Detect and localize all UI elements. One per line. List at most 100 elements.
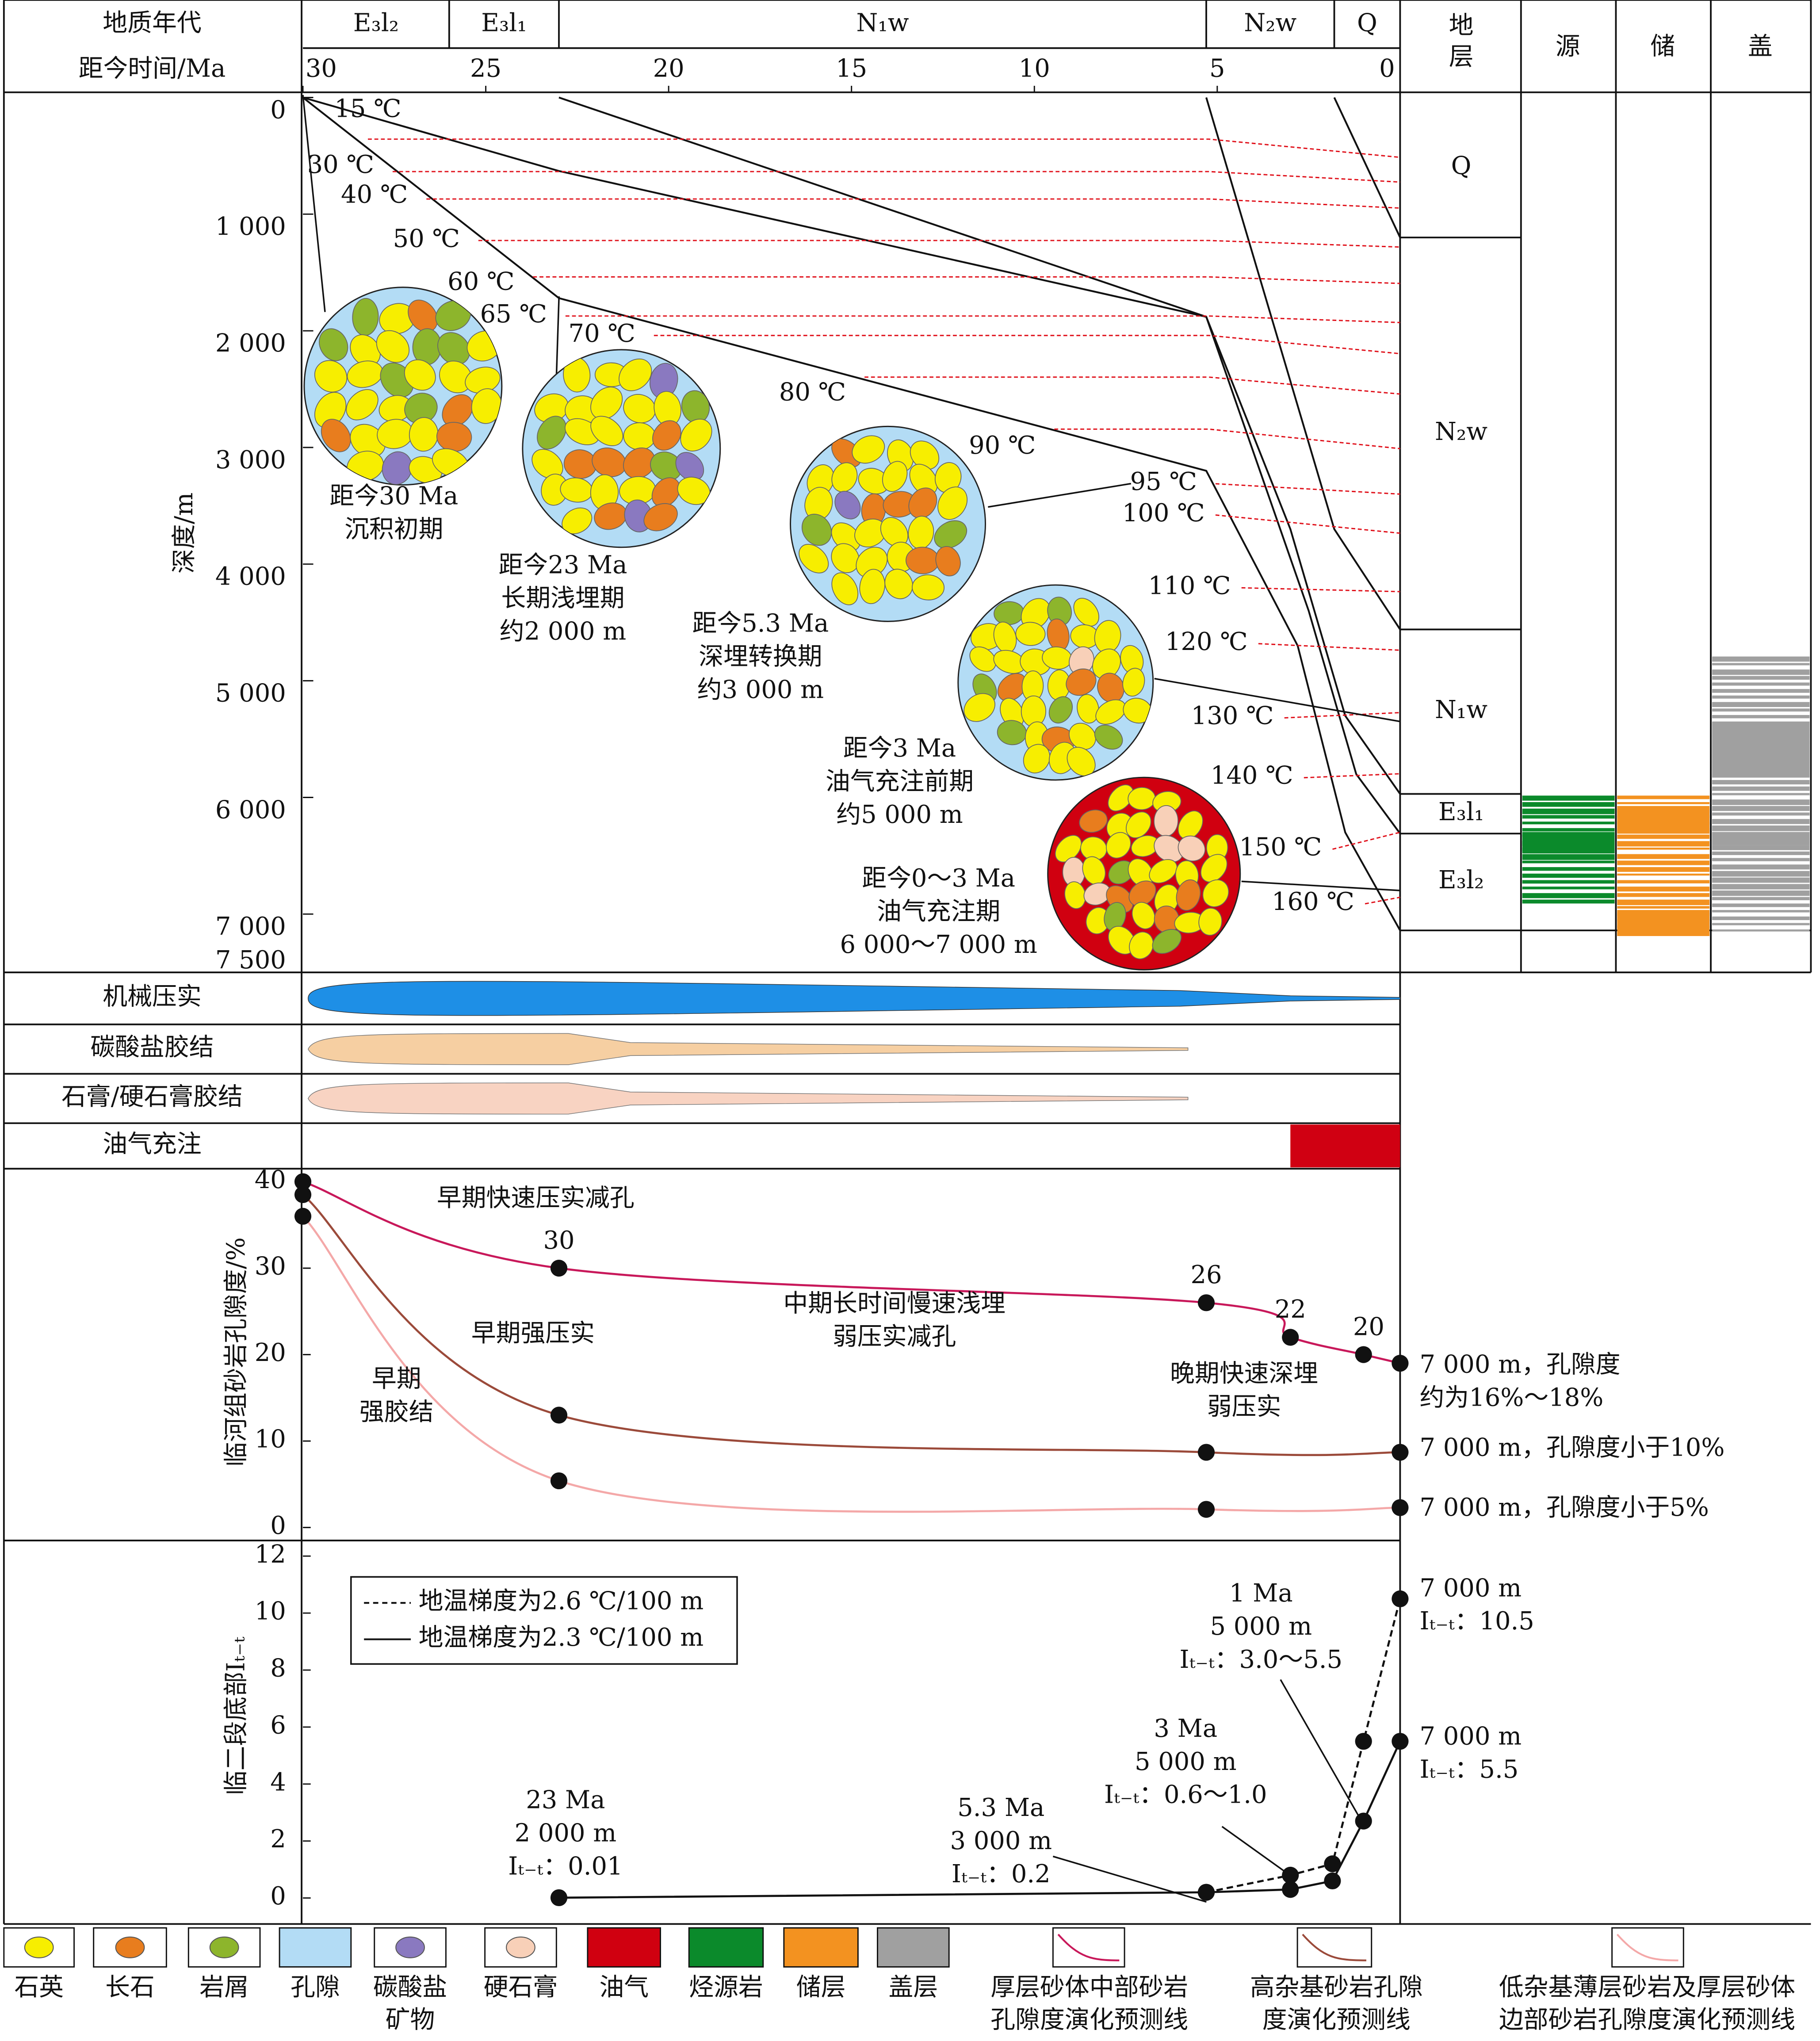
y-tick-label: 20 <box>255 1338 286 1367</box>
header-label: 距今时间/Ma <box>79 54 226 83</box>
series-line <box>1206 1598 1401 1894</box>
legend-swatch <box>506 1936 535 1958</box>
burial-line <box>302 96 1401 834</box>
y-tick-label: 12 <box>255 1540 286 1569</box>
grain <box>1023 744 1051 774</box>
stripe <box>1712 845 1810 850</box>
isotherm <box>426 198 1400 209</box>
stripe <box>1712 929 1810 932</box>
stripe <box>1712 806 1810 811</box>
burial-line <box>558 96 1401 795</box>
stripe <box>1617 854 1710 859</box>
grains <box>314 298 502 485</box>
isotherm-label: 40 ℃ <box>341 180 408 209</box>
grain <box>675 452 704 482</box>
x-tick-label: 15 <box>836 54 867 83</box>
data-label: 30 <box>543 1226 574 1255</box>
process-bar <box>1290 1124 1400 1168</box>
data-point <box>1324 1855 1341 1873</box>
period-label: E₃l₁ <box>481 8 527 37</box>
data-point <box>1282 1881 1299 1898</box>
grain <box>404 359 436 391</box>
grain <box>1073 598 1099 627</box>
stripe <box>1522 802 1615 807</box>
grain <box>1128 880 1156 906</box>
grain <box>935 546 961 577</box>
y-tick-label: 10 <box>255 1597 286 1626</box>
stripe <box>1617 867 1710 872</box>
annotation: 强胶结 <box>359 1398 434 1426</box>
y-tick-label: 2 <box>270 1825 286 1854</box>
sample-caption: 沉积初期 <box>344 515 443 544</box>
process-bar <box>308 981 1401 1016</box>
legend-label: 孔隙度演化预测线 <box>990 2005 1188 2034</box>
isotherm-label: 70 ℃ <box>569 319 635 348</box>
y-tick-label: 3 000 <box>215 446 286 474</box>
annotation: Iₜ₋ₜ：10.5 <box>1419 1607 1534 1636</box>
grain <box>1200 854 1227 883</box>
burial-line <box>302 96 1401 931</box>
grain <box>619 358 652 391</box>
isotherm-label: 120 ℃ <box>1165 627 1248 656</box>
thin-section <box>522 349 721 548</box>
legend-swatch <box>24 1936 54 1958</box>
legend-label: 石英 <box>14 1973 64 2002</box>
data-point <box>1197 1294 1215 1311</box>
grain <box>937 486 968 520</box>
sample-caption: 约2 000 m <box>500 617 626 646</box>
legend-swatch <box>209 1936 239 1958</box>
stripe <box>1617 899 1710 906</box>
process-bar <box>307 1033 1189 1065</box>
grain <box>321 419 351 452</box>
isotherm-label: 15 ℃ <box>334 94 401 123</box>
isotherm <box>368 138 1400 158</box>
grain <box>1079 809 1108 833</box>
stratum-label: N₂w <box>1435 417 1487 446</box>
leader-line <box>1154 678 1400 722</box>
y-tick-label: 6 <box>270 1711 286 1739</box>
isotherm <box>565 315 1400 323</box>
grain <box>1069 722 1096 750</box>
isotherm <box>864 376 1400 395</box>
period-label: N₁w <box>856 8 909 37</box>
y-tick-label: 1 000 <box>215 212 286 241</box>
sample-caption: 距今5.3 Ma <box>692 609 829 638</box>
legend-label: 岩屑 <box>199 1973 249 2002</box>
grain <box>1048 696 1073 724</box>
stripe <box>1522 828 1615 832</box>
sample-caption: 约3 000 m <box>697 676 824 704</box>
stripe <box>1617 860 1710 865</box>
grain <box>1178 835 1205 862</box>
annotation: 7 000 m <box>1419 1722 1522 1751</box>
grain <box>376 330 410 363</box>
stripe <box>1712 722 1810 778</box>
column-header: 源 <box>1556 32 1580 61</box>
isotherm-label: 140 ℃ <box>1211 761 1293 790</box>
y-tick-label: 30 <box>255 1252 286 1281</box>
stripe <box>1712 858 1810 861</box>
annotation: 2 000 m <box>515 1819 617 1847</box>
isotherm-label: 50 ℃ <box>393 224 460 253</box>
grain <box>1132 902 1155 929</box>
column-header: 盖 <box>1748 32 1773 61</box>
data-point <box>550 1259 568 1277</box>
stripe <box>1712 916 1810 920</box>
y-tick-label: 10 <box>255 1425 286 1454</box>
grains <box>964 596 1152 776</box>
grains <box>799 435 968 605</box>
annotation: 弱压实减孔 <box>833 1322 956 1351</box>
grain <box>652 420 681 451</box>
grain <box>852 435 885 464</box>
stripe <box>1617 802 1710 804</box>
legend-label: 边部砂岩孔隙度演化预测线 <box>1499 2005 1795 2034</box>
data-point <box>294 1173 312 1190</box>
x-tick-label: 10 <box>1019 54 1050 83</box>
x-tick-label: 5 <box>1209 54 1225 83</box>
data-point <box>1197 1884 1215 1901</box>
period-label: Q <box>1357 8 1377 37</box>
legend-label: 孔隙 <box>291 1973 340 2002</box>
stripe <box>1617 795 1710 799</box>
y-tick-label: 0 <box>270 1511 286 1540</box>
grain <box>1106 832 1131 859</box>
grain <box>1129 931 1154 959</box>
